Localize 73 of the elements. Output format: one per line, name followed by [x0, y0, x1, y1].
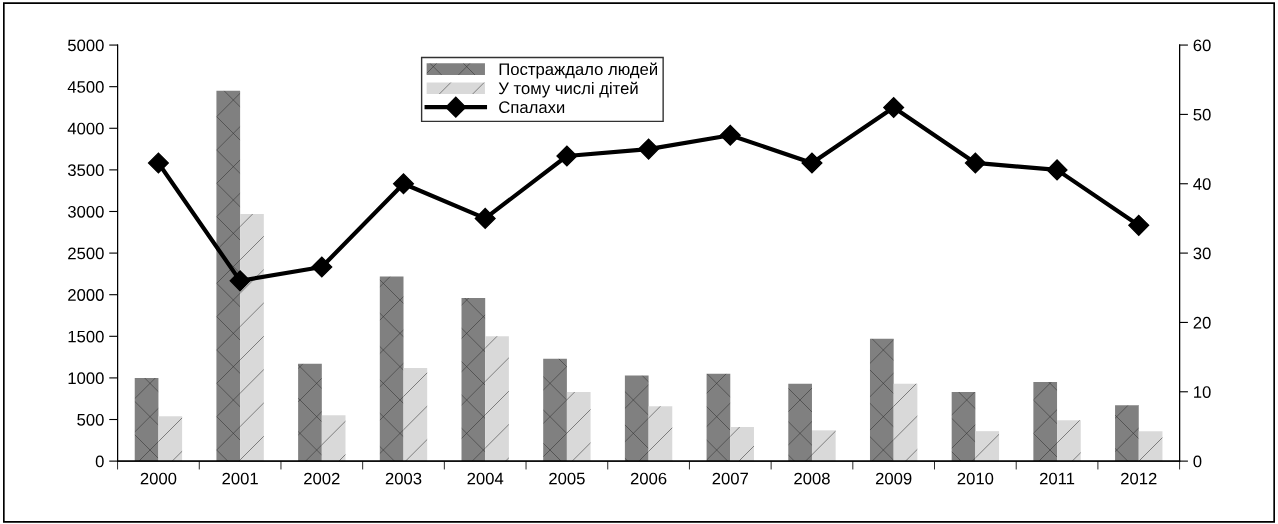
- bar: [1033, 382, 1058, 462]
- point: [801, 152, 823, 174]
- bar: [811, 430, 836, 462]
- x-tick-label: 2004: [467, 472, 504, 485]
- bar: [1057, 420, 1081, 462]
- bar: [951, 392, 976, 462]
- y2-tick-label: 20: [1193, 316, 1211, 329]
- y-tick-label: 500: [77, 413, 104, 426]
- bar: [379, 276, 404, 462]
- x-tick-label: 2001: [222, 472, 258, 485]
- point: [964, 152, 986, 174]
- bar: [624, 375, 649, 462]
- bar: [240, 213, 264, 462]
- x-tick-label: 2005: [549, 472, 585, 485]
- y2-tick-label: 30: [1193, 247, 1211, 260]
- bar: [134, 377, 159, 462]
- point: [1046, 159, 1068, 181]
- x-tick-label: 2009: [875, 472, 912, 485]
- y-tick-label: 1500: [68, 330, 104, 343]
- point: [311, 256, 333, 278]
- x-tick-label: 2011: [1039, 472, 1075, 485]
- bar: [461, 298, 486, 462]
- bar: [1115, 405, 1139, 462]
- point: [719, 124, 741, 146]
- y2-tick-label: 50: [1193, 108, 1211, 121]
- bar: [158, 416, 183, 462]
- y-tick-label: 4000: [67, 122, 104, 135]
- x-tick-label: 2010: [957, 472, 994, 485]
- bar: [403, 367, 428, 462]
- y-tick-label: 4500: [67, 81, 104, 93]
- bar: [975, 431, 1000, 462]
- bar: [730, 427, 754, 462]
- x-tick-label: 2000: [140, 472, 177, 485]
- y-tick-label: 2500: [68, 247, 104, 260]
- bar: [321, 415, 346, 462]
- bar: [485, 336, 509, 462]
- x-tick-label: 2003: [385, 472, 422, 485]
- x-tick-label: 2012: [1121, 472, 1157, 485]
- y-tick-label: 3000: [67, 205, 104, 218]
- point: [556, 145, 578, 167]
- y2-tick-label: 10: [1194, 386, 1211, 398]
- bar: [543, 358, 567, 462]
- point: [229, 270, 251, 292]
- bar: [706, 373, 731, 462]
- bar: [1138, 431, 1163, 462]
- point: [474, 207, 496, 229]
- point: [638, 138, 660, 160]
- y2-tick-label: 0: [1193, 455, 1202, 468]
- bar: [566, 392, 591, 462]
- bar: [788, 383, 812, 462]
- legend-label: У тому числі дітей: [498, 81, 638, 98]
- point: [883, 96, 905, 118]
- bar: [298, 363, 322, 462]
- point: [392, 173, 415, 195]
- y-tick-label: 0: [95, 455, 104, 468]
- point: [1128, 214, 1150, 236]
- y-tick-label: 2000: [68, 289, 104, 301]
- y2-tick-label: 40: [1193, 178, 1211, 190]
- x-tick-label: 2006: [630, 472, 667, 485]
- legend-label: Спалахи: [499, 101, 565, 114]
- point: [147, 152, 169, 174]
- legend-label: Постраждало людей: [499, 62, 657, 79]
- bar: [869, 338, 894, 462]
- x-tick-label: 2008: [794, 472, 830, 485]
- bar: [216, 90, 241, 462]
- x-tick-label: 2002: [304, 472, 340, 485]
- bar: [893, 383, 918, 462]
- y-tick-label: 3500: [67, 164, 104, 177]
- bar: [648, 406, 673, 462]
- y2-tick-label: 60: [1193, 39, 1211, 52]
- y-tick-label: 5000: [67, 39, 104, 52]
- y-tick-label: 1000: [68, 372, 104, 385]
- x-tick-label: 2007: [712, 472, 748, 485]
